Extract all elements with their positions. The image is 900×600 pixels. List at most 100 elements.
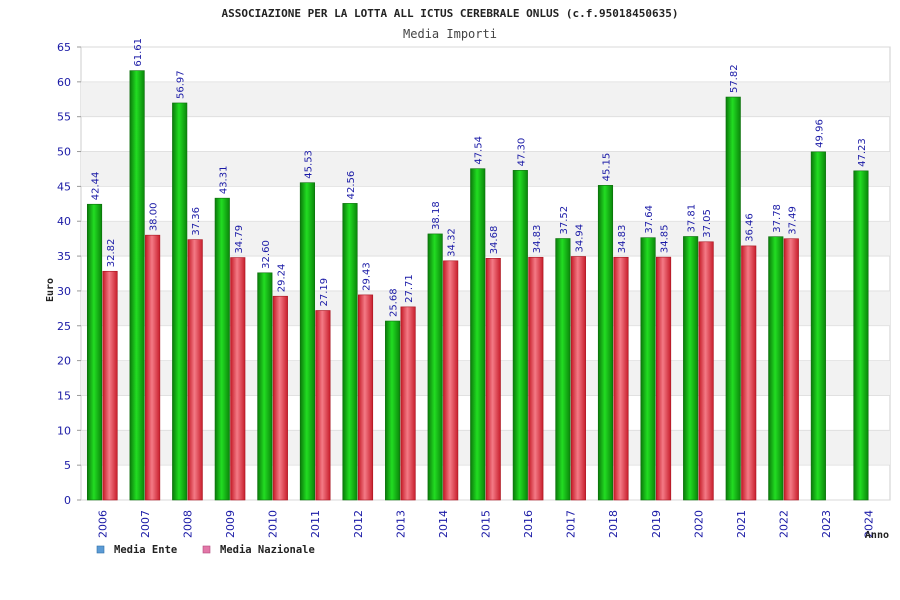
x-axis: 2006 2007 2008 2009 2010 2011 2012 2013 2014 2015… — [96, 510, 875, 538]
bar-value-label: 37.05 — [702, 209, 713, 238]
bar-media-ente — [299, 182, 315, 501]
bar-media-nazionale — [272, 295, 288, 501]
bar-value-label: 34.94 — [574, 224, 585, 253]
bar-value-label: 36.46 — [745, 213, 756, 242]
bar-value-label: 27.71 — [404, 274, 415, 303]
y-tick-label: 30 — [57, 285, 71, 298]
bar-media-ente — [129, 70, 145, 501]
bar-value-label: 34.83 — [532, 225, 543, 254]
bar-value-label: 37.52 — [559, 206, 570, 235]
x-tick-label: 2021 — [735, 510, 748, 538]
bar-value-label: 25.68 — [389, 288, 400, 317]
bar-value-label: 45.15 — [601, 153, 612, 182]
bar-media-ente — [683, 236, 699, 501]
x-tick-label: 2014 — [437, 510, 450, 538]
bar-media-ente — [427, 233, 443, 501]
y-tick-label: 45 — [57, 180, 71, 193]
chart-subtitle: Media Importi — [403, 27, 497, 41]
bar-value-label: 37.78 — [772, 204, 783, 233]
grid-band — [81, 151, 890, 187]
bar-value-label: 57.82 — [729, 64, 740, 93]
y-axis: 0 5 10 15 20 25 30 35 40 45 50 55 60 65 — [57, 41, 81, 507]
y-tick-label: 35 — [57, 250, 71, 263]
chart-title: ASSOCIAZIONE PER LA LOTTA ALL ICTUS CERE… — [222, 7, 679, 20]
x-tick-label: 2013 — [394, 510, 407, 538]
bars — [86, 70, 869, 501]
bar-media-nazionale — [145, 234, 161, 501]
y-axis-title: Euro — [45, 278, 56, 302]
bar-media-ente — [810, 151, 826, 501]
bar-value-label: 43.31 — [218, 166, 229, 195]
bar-media-ente — [597, 185, 614, 501]
x-tick-label: 2019 — [650, 510, 663, 538]
bar-value-label: 29.43 — [362, 262, 373, 291]
y-tick-label: 65 — [57, 41, 71, 54]
y-tick-label: 20 — [57, 355, 71, 368]
bar-media-ente — [853, 170, 869, 501]
bar-value-label: 38.00 — [149, 203, 160, 232]
x-tick-label: 2006 — [96, 510, 109, 538]
bar-media-nazionale — [656, 256, 672, 501]
bar-media-ente — [385, 320, 401, 501]
bar-value-label: 45.53 — [303, 150, 314, 179]
legend-label-media-nazionale: Media Nazionale — [220, 544, 315, 556]
bar-value-label: 34.32 — [447, 228, 458, 257]
bar-media-ente — [257, 272, 273, 501]
bar-value-label: 49.96 — [814, 119, 825, 148]
bar-value-label: 34.83 — [617, 225, 628, 254]
y-tick-label: 5 — [64, 459, 71, 472]
bar-media-nazionale — [570, 256, 586, 501]
y-tick-label: 55 — [57, 111, 71, 124]
y-tick-label: 15 — [57, 389, 71, 402]
legend-label-media-ente: Media Ente — [114, 544, 177, 556]
bar-media-nazionale — [102, 270, 118, 501]
bar-value-label: 47.23 — [857, 138, 868, 167]
bar-value-label: 32.82 — [106, 239, 117, 268]
bar-media-ente — [214, 197, 230, 501]
bar-media-nazionale — [613, 256, 629, 501]
x-tick-label: 2016 — [522, 510, 535, 538]
bar-value-label: 34.68 — [489, 226, 500, 255]
bar-value-label: 47.30 — [516, 138, 527, 167]
x-tick-label: 2023 — [820, 510, 833, 538]
bar-media-nazionale — [187, 239, 203, 501]
bar-value-label: 37.81 — [687, 204, 698, 233]
bar-value-label: 29.24 — [276, 264, 287, 293]
bar-media-nazionale — [741, 245, 757, 501]
x-tick-label: 2015 — [480, 510, 493, 538]
bar-media-ente — [768, 236, 784, 501]
legend-swatch-media-nazionale — [202, 545, 211, 554]
bar-media-ente — [555, 238, 571, 501]
bar-value-label: 37.36 — [191, 207, 202, 236]
bar-value-label: 42.56 — [346, 171, 357, 200]
bar-value-label: 27.19 — [319, 278, 330, 307]
bar-media-ente — [725, 96, 741, 501]
bar-media-nazionale — [783, 238, 799, 501]
bar-media-nazionale — [357, 294, 374, 501]
bar-media-nazionale — [485, 258, 501, 501]
x-tick-label: 2010 — [267, 510, 280, 538]
bar-value-label: 37.64 — [644, 205, 655, 234]
bar-media-ente — [512, 170, 528, 501]
x-tick-label: 2017 — [565, 510, 578, 538]
grid-band — [81, 81, 890, 117]
legend-swatch-media-ente — [96, 545, 105, 554]
y-tick-label: 0 — [64, 494, 71, 507]
bar-value-label: 56.97 — [176, 70, 187, 99]
x-tick-label: 2020 — [692, 510, 705, 538]
bar-value-label: 42.44 — [91, 172, 102, 201]
bar-value-label: 34.85 — [660, 224, 671, 253]
bar-media-nazionale — [698, 241, 714, 501]
bar-media-ente — [172, 102, 188, 501]
bar-value-label: 34.79 — [234, 225, 245, 254]
bar-media-ente — [640, 237, 656, 501]
y-tick-label: 10 — [57, 424, 71, 437]
bar-labels: 42.44 61.61 56.97 43.31 32.60 45.53 42.56 25.68… — [91, 38, 868, 317]
bar-value-label: 61.61 — [133, 38, 144, 67]
bar-media-ente — [470, 168, 486, 501]
bar-value-label: 37.49 — [787, 206, 798, 235]
bar-value-label: 38.18 — [431, 201, 442, 230]
x-tick-label: 2011 — [309, 510, 322, 538]
y-tick-label: 50 — [57, 146, 71, 159]
